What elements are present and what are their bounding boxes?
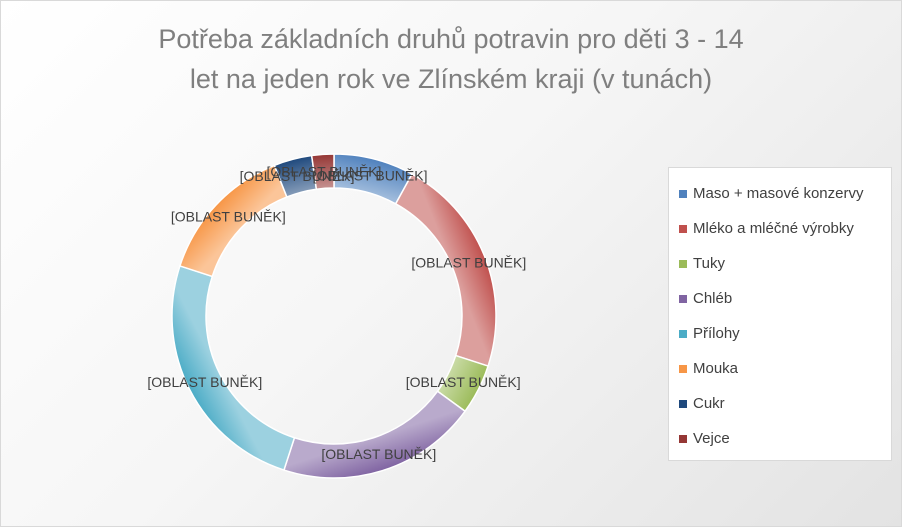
data-label-chleb: [OBLAST BUNĚK] <box>321 446 436 462</box>
data-label-vejce: [OBLAST BUNĚK] <box>267 163 382 179</box>
legend-swatch <box>679 259 687 268</box>
legend-swatch <box>679 434 687 443</box>
legend-item-mleko-a-mlecne-vyrobky: Mléko a mléčné výrobky <box>679 211 891 246</box>
legend-swatch <box>679 399 687 408</box>
legend-swatch <box>679 294 687 303</box>
data-label-prilohy: [OBLAST BUNĚK] <box>147 374 262 390</box>
legend-label: Cukr <box>693 395 725 412</box>
legend-item-mouka: Mouka <box>679 351 891 386</box>
legend-item-maso-masove-konzervy: Maso + masové konzervy <box>679 176 891 211</box>
legend-label: Vejce <box>693 430 730 447</box>
slice-vejce <box>310 153 335 191</box>
legend-swatch <box>679 329 687 338</box>
legend-label: Přílohy <box>693 325 740 342</box>
legend-item-tuky: Tuky <box>679 246 891 281</box>
data-label-maso-masove-konzervy: [OBLAST BUNĚK] <box>313 168 428 184</box>
data-label-mleko-a-mlecne-vyrobky: [OBLAST BUNĚK] <box>411 255 526 271</box>
chart-title-line-2: let na jeden rok ve Zlínském kraji (v tu… <box>189 64 713 94</box>
legend-swatch <box>679 224 687 233</box>
legend-label: Mouka <box>693 360 739 377</box>
legend-label: Tuky <box>693 255 725 272</box>
legend-item-cukr: Cukr <box>679 386 891 421</box>
data-label-tuky: [OBLAST BUNĚK] <box>406 374 521 390</box>
legend-label: Maso + masové konzervy <box>693 185 864 202</box>
chart-title-line-1: Potřeba základních druhů potravin pro dě… <box>158 24 744 54</box>
legend-label: Chléb <box>693 290 733 307</box>
legend-item-prilohy: Přílohy <box>679 316 891 351</box>
legend-swatch <box>679 189 687 198</box>
legend-swatch <box>679 364 687 373</box>
legend-item-chleb: Chléb <box>679 281 891 316</box>
slice-prilohy <box>171 264 296 472</box>
chart-legend: Maso + masové konzervy Mléko a mléčné výr… <box>668 167 892 461</box>
data-label-mouka: [OBLAST BUNĚK] <box>171 209 286 225</box>
slice-chleb <box>282 390 467 479</box>
data-label-cukr: [OBLAST BUNĚK] <box>240 168 355 184</box>
chart-title: Potřeba základních druhů potravin pro dě… <box>81 19 821 99</box>
legend-item-vejce: Vejce <box>679 421 891 456</box>
legend-label: Mléko a mléčné výrobky <box>693 220 854 237</box>
